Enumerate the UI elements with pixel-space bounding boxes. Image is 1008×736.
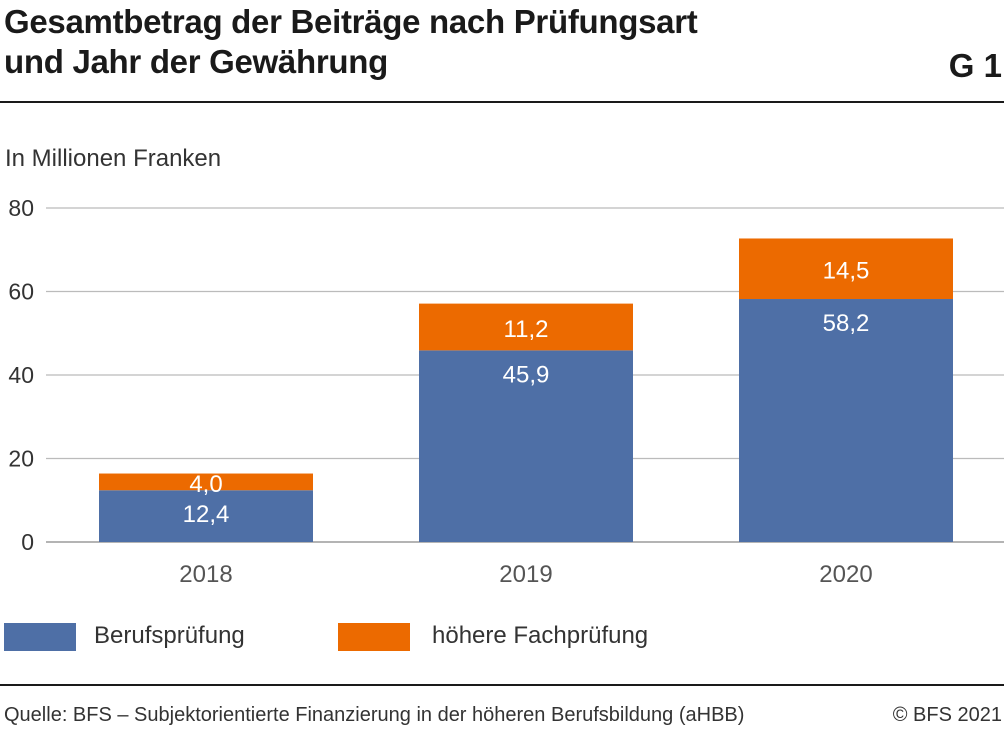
x-tick-label-2019: 2019 bbox=[499, 561, 552, 588]
copyright-note: © BFS 2021 bbox=[892, 704, 1002, 726]
x-tick-label-2018: 2018 bbox=[179, 561, 232, 588]
y-tick-label-20: 20 bbox=[8, 446, 34, 472]
y-tick-label-60: 60 bbox=[8, 279, 34, 305]
bar-2020-series-1 bbox=[739, 238, 953, 300]
legend-swatch-hoehere-fachpruefung bbox=[338, 623, 410, 651]
x-axis-ticks: 2018 2019 2020 bbox=[179, 561, 872, 588]
source-note: Quelle: BFS – Subjektorientierte Finanzi… bbox=[4, 704, 745, 726]
bars bbox=[99, 238, 953, 542]
top-divider bbox=[0, 101, 1004, 103]
bar-2018-series-0 bbox=[99, 490, 313, 542]
data-label-2018-series-0: 12,4 bbox=[183, 501, 230, 528]
chart-title: Gesamtbetrag der Beiträge nach Prüfungsa… bbox=[4, 2, 904, 82]
bottom-divider bbox=[0, 684, 1004, 686]
y-axis-ticks: 0 20 40 60 80 bbox=[8, 195, 34, 555]
y-tick-label-40: 40 bbox=[8, 362, 34, 388]
data-label-2018-series-1: 4,0 bbox=[189, 471, 222, 498]
legend-label-hoehere-fachpruefung: höhere Fachprüfung bbox=[432, 622, 649, 649]
y-axis-unit-label: In Millionen Franken bbox=[5, 145, 222, 172]
bar-2019-series-1 bbox=[419, 303, 633, 351]
legend-label-berufspruefung: Berufsprüfung bbox=[94, 622, 245, 649]
bar-2018-series-1 bbox=[99, 473, 313, 491]
data-label-2019-series-0: 45,9 bbox=[503, 361, 550, 388]
x-tick-label-2020: 2020 bbox=[819, 561, 872, 588]
legend-swatch-berufspruefung bbox=[4, 623, 76, 651]
bar-2019-series-0 bbox=[419, 350, 633, 542]
chart-title-line-1: Gesamtbetrag der Beiträge nach Prüfungsa… bbox=[4, 3, 698, 40]
data-label-2019-series-1: 11,2 bbox=[504, 316, 549, 343]
figure-number: G 1 bbox=[948, 47, 1002, 84]
data-label-2020-series-1: 14,5 bbox=[823, 258, 870, 285]
bar-2020-series-0 bbox=[739, 299, 953, 542]
chart-title-line-2: und Jahr der Gewährung bbox=[4, 43, 388, 80]
y-tick-label-0: 0 bbox=[21, 529, 34, 555]
y-tick-label-80: 80 bbox=[8, 195, 34, 221]
bar-labels: 12,4 4,0 45,9 11,2 58,2 14,5 bbox=[183, 258, 870, 528]
data-label-2020-series-0: 58,2 bbox=[823, 310, 870, 337]
